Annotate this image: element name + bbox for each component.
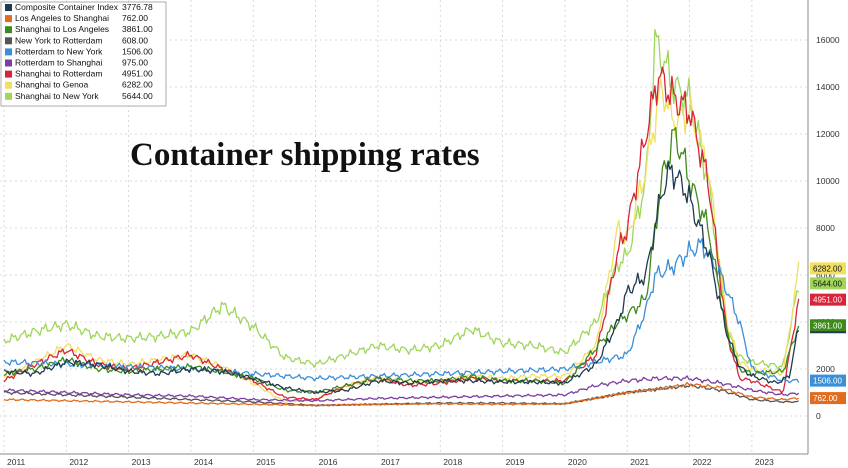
legend-value: 1506.00 xyxy=(122,46,153,56)
series-line xyxy=(3,126,800,394)
legend-item: Shanghai to Rotterdam 4951.00 xyxy=(5,69,153,79)
legend-swatch xyxy=(5,4,12,11)
series-line xyxy=(3,238,800,384)
legend-swatch xyxy=(5,26,12,34)
series-line xyxy=(3,383,799,407)
y-tick-label: 14000 xyxy=(816,82,840,92)
x-tick-label: 2012 xyxy=(69,457,88,467)
legend-item: Rotterdam to Shanghai 975.00 xyxy=(5,58,148,68)
legend-item: Shanghai to Genoa 6282.00 xyxy=(5,80,153,90)
legend-value: 5644.00 xyxy=(122,91,153,101)
legend-value: 3861.00 xyxy=(122,24,153,34)
legend-item: Composite Container Index 3776.78 xyxy=(5,2,153,12)
tag-box xyxy=(810,319,846,332)
legend-label: New York to Rotterdam xyxy=(15,35,102,45)
tag-box xyxy=(810,277,846,290)
legend-value: 3776.78 xyxy=(122,2,153,12)
legend-swatch xyxy=(5,15,12,23)
y-tick-label: 12000 xyxy=(816,129,840,139)
y-tick-label: 8000 xyxy=(816,223,835,233)
x-tick-label: 2016 xyxy=(319,457,338,467)
x-tick-label: 2018 xyxy=(443,457,462,467)
series-line xyxy=(3,375,800,403)
x-tick-label: 2011 xyxy=(7,457,26,467)
x-tick-label: 2022 xyxy=(693,457,712,467)
y-tick-label: 16000 xyxy=(816,35,840,45)
tag-value: 6282.00 xyxy=(813,264,842,273)
legend-label: Composite Container Index xyxy=(15,2,119,12)
tag-value: 5644.00 xyxy=(813,279,842,288)
x-tick-label: 2019 xyxy=(506,457,525,467)
x-tick-label: 2017 xyxy=(381,457,400,467)
legend-value: 762.00 xyxy=(122,13,148,23)
legend-swatch xyxy=(5,37,12,45)
x-tick-label: 2021 xyxy=(630,457,649,467)
legend-item: Shanghai to New York 5644.00 xyxy=(5,91,153,101)
tag-box xyxy=(810,262,846,275)
legend-label: Los Angeles to Shanghai xyxy=(15,13,109,23)
series-line xyxy=(3,77,800,404)
x-tick-label: 2023 xyxy=(755,457,774,467)
last-value-tags: 3776.78762.003861.001506.004951.006282.0… xyxy=(810,262,846,405)
legend-item: Shanghai to Los Angeles 3861.00 xyxy=(5,24,153,34)
legend-label: Shanghai to Rotterdam xyxy=(15,69,102,79)
chart-title: Container shipping rates xyxy=(130,137,480,173)
y-tick-label: 10000 xyxy=(816,176,840,186)
tag-value: 1506.00 xyxy=(813,377,842,386)
legend-swatch xyxy=(5,59,12,67)
last-value-tag: 5644.00 xyxy=(810,277,846,290)
tag-value: 762.00 xyxy=(813,394,838,403)
y-tick-label: 2000 xyxy=(816,364,835,374)
last-value-tag: 762.00 xyxy=(810,392,846,405)
x-tick-label: 2015 xyxy=(256,457,275,467)
legend-item: Rotterdam to New York 1506.00 xyxy=(5,46,153,56)
legend-value: 6282.00 xyxy=(122,80,153,90)
legend-swatch xyxy=(5,48,12,56)
legend-value: 975.00 xyxy=(122,58,148,68)
x-tick-label: 2020 xyxy=(568,457,587,467)
legend-value: 4951.00 xyxy=(122,69,153,79)
y-axis-ticks: 0200040006000800010000120001400016000 xyxy=(816,35,840,421)
legend-label: Rotterdam to New York xyxy=(15,46,103,56)
tag-value: 4951.00 xyxy=(813,296,842,305)
legend-swatch xyxy=(5,92,12,100)
legend-swatch xyxy=(5,81,12,89)
tag-box xyxy=(810,374,846,387)
last-value-tag: 6282.00 xyxy=(810,262,846,275)
legend-label: Shanghai to Genoa xyxy=(15,80,89,90)
x-axis-ticks: 2011 2012 2013 2014 2015 2016 2017 2018 2019 2020… xyxy=(7,457,774,467)
legend-label: Rotterdam to Shanghai xyxy=(15,58,103,68)
legend-item: Los Angeles to Shanghai 762.00 xyxy=(5,13,148,23)
last-value-tag: 1506.00 xyxy=(810,374,846,387)
series-layer xyxy=(3,28,800,407)
tag-box xyxy=(810,293,846,306)
x-tick-label: 2013 xyxy=(132,457,151,467)
y-tick-label: 6000 xyxy=(816,270,835,280)
legend-value: 608.00 xyxy=(122,35,148,45)
legend-box xyxy=(0,1,167,107)
series-line xyxy=(3,28,800,370)
legend-swatch xyxy=(5,70,12,78)
legend-label: Shanghai to New York xyxy=(15,91,99,101)
series-line xyxy=(3,381,799,407)
legend-label: Shanghai to Los Angeles xyxy=(15,24,109,34)
y-tick-label: 0 xyxy=(816,411,821,421)
tag-box xyxy=(810,392,846,405)
last-value-tag: 4951.00 xyxy=(810,293,846,306)
series-line xyxy=(3,66,800,401)
last-value-tag: 3861.00 xyxy=(810,319,846,332)
x-tick-label: 2014 xyxy=(194,457,213,467)
tag-value: 3861.00 xyxy=(813,321,842,330)
legend-item: New York to Rotterdam 608.00 xyxy=(5,35,148,45)
series-line xyxy=(3,161,800,395)
